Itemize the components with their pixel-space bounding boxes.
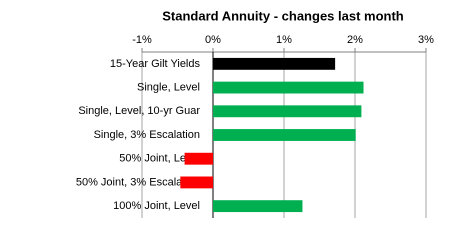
- y-tick-label: Single, 3% Escalation: [94, 129, 200, 141]
- x-tick-label: 0%: [205, 34, 221, 46]
- x-tick-label: -1%: [132, 34, 152, 46]
- chart-title: Standard Annuity - changes last month: [162, 8, 404, 23]
- y-tick-label: Single, Level, 10-yr Guar: [78, 105, 200, 117]
- y-tick-label: 15-Year Gilt Yields: [110, 58, 201, 70]
- bar: [213, 129, 356, 141]
- bar: [213, 105, 362, 118]
- x-tick-label: 1%: [276, 34, 292, 46]
- y-tick-label: 100% Joint, Level: [113, 200, 200, 212]
- x-tick-label: 2%: [347, 34, 363, 46]
- y-tick-label: 50% Joint, Level: [119, 153, 200, 165]
- chart: Standard Annuity - changes last month -1…: [76, 8, 434, 218]
- bar: [213, 81, 364, 94]
- bar: [213, 57, 336, 70]
- bar: [213, 200, 303, 213]
- bar: [180, 176, 213, 189]
- bar: [184, 152, 213, 165]
- y-tick-label: 50% Joint, 3% Escalation: [76, 176, 200, 188]
- y-tick-label: Single, Level: [137, 81, 200, 93]
- x-tick-label: 3%: [418, 34, 434, 46]
